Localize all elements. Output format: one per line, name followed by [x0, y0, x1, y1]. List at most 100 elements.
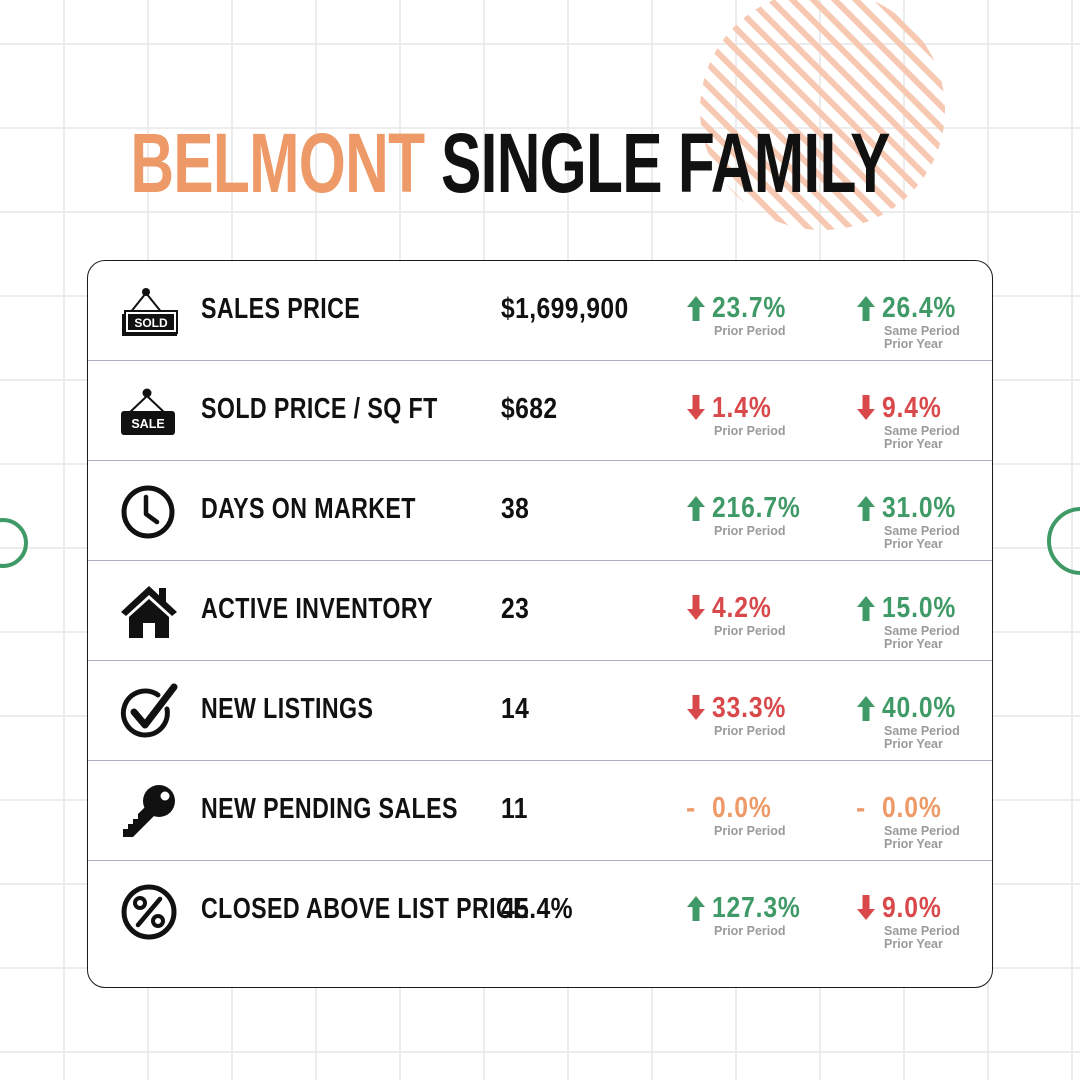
stat-label: CLOSED ABOVE LIST PRICE: [201, 893, 530, 925]
prior-period-change: 216.7% Prior Period: [686, 491, 816, 538]
arrow-down-icon: [856, 394, 876, 422]
change-caption-line1: Same Period: [884, 924, 960, 938]
prior-year-change: - 0.0% Same Period Prior Year: [856, 791, 960, 851]
stat-label: NEW PENDING SALES: [201, 793, 458, 825]
stat-value: 23: [501, 593, 530, 625]
change-percent: 216.7%: [712, 491, 801, 524]
prior-period-change: 127.3% Prior Period: [686, 891, 816, 938]
change-percent: 23.7%: [712, 291, 787, 324]
arrow-down-icon: [686, 694, 706, 722]
stat-row-new-listings: NEW LISTINGS 14 33.3% Prior Period 40.0%…: [88, 661, 992, 761]
arrow-up-icon: [856, 494, 876, 522]
prior-year-change: 9.0% Same Period Prior Year: [856, 891, 960, 951]
ring-decoration-right: [1047, 507, 1080, 575]
house-icon: [120, 583, 178, 641]
striped-circle-decoration: [700, 0, 945, 230]
change-percent: 33.3%: [712, 691, 787, 724]
arrow-up-icon: [856, 294, 876, 322]
stat-value: 11: [501, 793, 528, 825]
arrow-up-icon: [856, 594, 876, 622]
change-caption-line2: Prior Year: [884, 937, 943, 951]
svg-text:SOLD: SOLD: [134, 316, 168, 330]
sale-sign-icon: SALE: [120, 383, 178, 441]
change-caption-line1: Same Period: [884, 324, 960, 338]
stat-row-days-on-market: DAYS ON MARKET 38 216.7% Prior Period 31…: [88, 461, 992, 561]
change-caption-line1: Same Period: [884, 524, 960, 538]
stat-value: $682: [501, 393, 558, 425]
change-caption-line2: Prior Year: [884, 537, 943, 551]
percent-circle-icon: [120, 883, 178, 941]
arrow-down-icon: [686, 594, 706, 622]
change-caption-line2: Prior Year: [884, 837, 943, 851]
arrow-up-icon: [856, 694, 876, 722]
stat-label: NEW LISTINGS: [201, 693, 374, 725]
change-caption: Prior Period: [714, 524, 786, 538]
page-title: BELMONT SINGLE FAMILY: [0, 118, 1080, 208]
change-caption-line1: Same Period: [884, 424, 960, 438]
stat-row-new-pending-sales: NEW PENDING SALES 11 - 0.0% Prior Period…: [88, 761, 992, 861]
key-icon: [120, 783, 178, 841]
change-percent: 0.0%: [882, 791, 942, 824]
change-percent: 127.3%: [712, 891, 801, 924]
prior-period-change: - 0.0% Prior Period: [686, 791, 786, 838]
stat-value: 38: [501, 493, 530, 525]
change-percent: 1.4%: [712, 391, 772, 424]
arrow-up-icon: [686, 894, 706, 922]
stat-value: 45.4%: [501, 893, 574, 925]
change-percent: 9.0%: [882, 891, 942, 924]
stat-row-sold-price-sqft: SALE SOLD PRICE / SQ FT $682 1.4% Prior …: [88, 361, 992, 461]
change-caption-line2: Prior Year: [884, 637, 943, 651]
prior-period-change: 23.7% Prior Period: [686, 291, 799, 338]
prior-year-change: 31.0% Same Period Prior Year: [856, 491, 969, 551]
prior-year-change: 26.4% Same Period Prior Year: [856, 291, 969, 351]
no-change-dash-icon: -: [686, 792, 696, 823]
prior-period-change: 1.4% Prior Period: [686, 391, 786, 438]
change-caption-line1: Same Period: [884, 724, 960, 738]
change-caption-line2: Prior Year: [884, 737, 943, 751]
svg-text:SALE: SALE: [131, 417, 164, 431]
prior-period-change: 4.2% Prior Period: [686, 591, 786, 638]
stat-row-sales-price: SOLD SALES PRICE $1,699,900 23.7% Prior …: [88, 261, 992, 361]
change-percent: 15.0%: [882, 591, 957, 624]
stats-panel: SOLD SALES PRICE $1,699,900 23.7% Prior …: [87, 260, 993, 988]
stat-row-closed-above-list: CLOSED ABOVE LIST PRICE 45.4% 127.3% Pri…: [88, 861, 992, 961]
arrow-up-icon: [686, 494, 706, 522]
stat-value: 14: [501, 693, 530, 725]
change-caption: Prior Period: [714, 724, 786, 738]
stat-row-active-inventory: ACTIVE INVENTORY 23 4.2% Prior Period 15…: [88, 561, 992, 661]
change-percent: 4.2%: [712, 591, 772, 624]
stat-label: DAYS ON MARKET: [201, 493, 416, 525]
change-percent: 26.4%: [882, 291, 957, 324]
title-city: BELMONT: [130, 116, 425, 210]
change-caption-line2: Prior Year: [884, 437, 943, 451]
prior-year-change: 9.4% Same Period Prior Year: [856, 391, 960, 451]
arrow-down-icon: [856, 894, 876, 922]
change-caption: Prior Period: [714, 324, 786, 338]
change-percent: 40.0%: [882, 691, 957, 724]
prior-year-change: 15.0% Same Period Prior Year: [856, 591, 969, 651]
change-percent: 31.0%: [882, 491, 957, 524]
stat-label: SALES PRICE: [201, 293, 361, 325]
change-caption-line1: Same Period: [884, 624, 960, 638]
arrow-down-icon: [686, 394, 706, 422]
change-caption: Prior Period: [714, 924, 786, 938]
stat-value: $1,699,900: [501, 293, 629, 325]
stat-label: ACTIVE INVENTORY: [201, 593, 433, 625]
arrow-up-icon: [686, 294, 706, 322]
title-property-type: SINGLE FAMILY: [440, 116, 891, 210]
change-caption: Prior Period: [714, 824, 786, 838]
change-caption-line1: Same Period: [884, 824, 960, 838]
prior-year-change: 40.0% Same Period Prior Year: [856, 691, 969, 751]
change-percent: 0.0%: [712, 791, 772, 824]
clock-icon: [120, 483, 178, 541]
stat-label: SOLD PRICE / SQ FT: [201, 393, 438, 425]
change-caption: Prior Period: [714, 424, 786, 438]
sold-sign-icon: SOLD: [120, 283, 178, 341]
no-change-dash-icon: -: [856, 792, 866, 823]
prior-period-change: 33.3% Prior Period: [686, 691, 799, 738]
ring-decoration-left: [0, 518, 28, 568]
change-caption-line2: Prior Year: [884, 337, 943, 351]
change-caption: Prior Period: [714, 624, 786, 638]
checkmark-circle-icon: [120, 683, 178, 741]
change-percent: 9.4%: [882, 391, 942, 424]
